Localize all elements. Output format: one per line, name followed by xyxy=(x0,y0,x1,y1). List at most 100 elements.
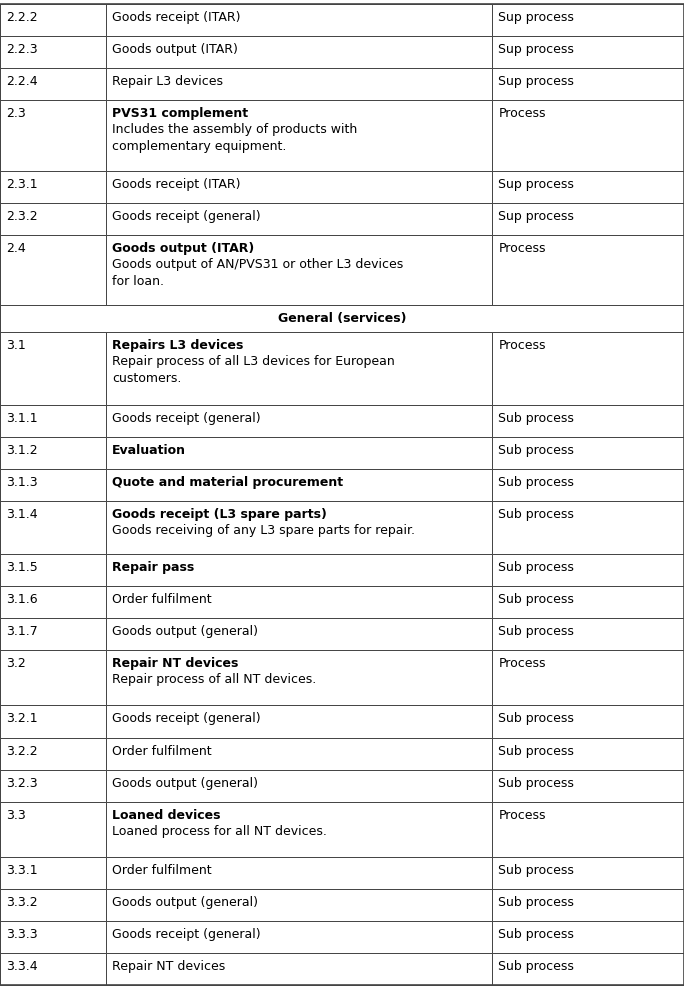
Bar xyxy=(0,235,106,305)
Bar xyxy=(492,405,684,436)
Text: Sup process: Sup process xyxy=(499,11,575,24)
Text: Sub process: Sub process xyxy=(499,712,575,726)
Bar xyxy=(492,36,684,68)
Text: Goods output (ITAR): Goods output (ITAR) xyxy=(112,242,254,255)
Bar xyxy=(0,204,106,235)
Text: Repair L3 devices: Repair L3 devices xyxy=(112,75,223,88)
Bar xyxy=(0,331,106,405)
Bar xyxy=(492,769,684,802)
Text: Process: Process xyxy=(499,107,546,120)
Bar xyxy=(492,469,684,500)
Text: Order fulfilment: Order fulfilment xyxy=(112,863,211,877)
Bar xyxy=(0,618,106,651)
Text: Sub process: Sub process xyxy=(499,507,575,521)
Text: 3.1.5: 3.1.5 xyxy=(6,561,38,575)
Bar xyxy=(106,618,492,651)
Text: 3.2.1: 3.2.1 xyxy=(6,712,38,726)
Bar xyxy=(0,500,106,554)
Text: 3.1.7: 3.1.7 xyxy=(6,625,38,638)
Text: Evaluation: Evaluation xyxy=(112,444,186,457)
Text: 3.1.3: 3.1.3 xyxy=(6,476,38,489)
Bar xyxy=(492,921,684,953)
Text: Goods receiving of any L3 spare parts for repair.: Goods receiving of any L3 spare parts fo… xyxy=(112,524,415,537)
Bar xyxy=(106,554,492,586)
Bar xyxy=(106,436,492,469)
Text: 3.2.3: 3.2.3 xyxy=(6,776,38,789)
Text: 3.3.2: 3.3.2 xyxy=(6,896,38,909)
Text: Sub process: Sub process xyxy=(499,411,575,424)
Bar xyxy=(0,36,106,68)
Bar xyxy=(492,651,684,705)
Bar xyxy=(106,100,492,171)
Bar xyxy=(492,436,684,469)
Text: Repair NT devices: Repair NT devices xyxy=(112,658,239,671)
Text: Goods output (general): Goods output (general) xyxy=(112,776,258,789)
Bar xyxy=(106,171,492,204)
Text: 3.3.3: 3.3.3 xyxy=(6,928,38,941)
Bar xyxy=(0,651,106,705)
Text: 3.1.6: 3.1.6 xyxy=(6,593,38,606)
Bar xyxy=(0,171,106,204)
Bar xyxy=(492,68,684,100)
Text: 2.2.4: 2.2.4 xyxy=(6,75,38,88)
Bar xyxy=(106,705,492,738)
Bar xyxy=(0,802,106,856)
Bar xyxy=(492,705,684,738)
Text: 3.1: 3.1 xyxy=(6,338,26,352)
Bar xyxy=(492,953,684,985)
Bar xyxy=(0,469,106,500)
Bar xyxy=(106,738,492,769)
Text: 2.2.2: 2.2.2 xyxy=(6,11,38,24)
Bar xyxy=(0,921,106,953)
Text: Goods output (ITAR): Goods output (ITAR) xyxy=(112,44,238,56)
Text: Goods receipt (general): Goods receipt (general) xyxy=(112,411,261,424)
Bar xyxy=(0,100,106,171)
Text: Goods receipt (general): Goods receipt (general) xyxy=(112,211,261,224)
Text: PVS31 complement: PVS31 complement xyxy=(112,107,248,120)
Text: Sub process: Sub process xyxy=(499,444,575,457)
Text: Sup process: Sup process xyxy=(499,44,575,56)
Bar xyxy=(0,436,106,469)
Text: Goods receipt (ITAR): Goods receipt (ITAR) xyxy=(112,178,241,191)
Text: Repair process of all L3 devices for European
customers.: Repair process of all L3 devices for Eur… xyxy=(112,355,395,385)
Text: 3.3.1: 3.3.1 xyxy=(6,863,38,877)
Bar xyxy=(492,618,684,651)
Text: Repair NT devices: Repair NT devices xyxy=(112,960,225,973)
Bar xyxy=(106,953,492,985)
Bar xyxy=(106,889,492,921)
Text: 3.1.1: 3.1.1 xyxy=(6,411,38,424)
Text: Sub process: Sub process xyxy=(499,896,575,909)
Bar xyxy=(0,856,106,889)
Text: Goods output (general): Goods output (general) xyxy=(112,896,258,909)
Text: Goods receipt (L3 spare parts): Goods receipt (L3 spare parts) xyxy=(112,507,327,521)
Bar xyxy=(106,802,492,856)
Text: Sub process: Sub process xyxy=(499,863,575,877)
Text: Process: Process xyxy=(499,338,546,352)
Text: Loaned process for all NT devices.: Loaned process for all NT devices. xyxy=(112,825,327,838)
Text: Process: Process xyxy=(499,242,546,255)
Bar xyxy=(492,738,684,769)
Text: Quote and material procurement: Quote and material procurement xyxy=(112,476,343,489)
Bar xyxy=(492,204,684,235)
Text: 3.3: 3.3 xyxy=(6,809,26,822)
Text: Goods receipt (general): Goods receipt (general) xyxy=(112,928,261,941)
Bar xyxy=(492,100,684,171)
Text: Order fulfilment: Order fulfilment xyxy=(112,745,211,758)
Text: 2.2.3: 2.2.3 xyxy=(6,44,38,56)
Bar xyxy=(492,500,684,554)
Bar xyxy=(106,36,492,68)
Bar xyxy=(492,4,684,36)
Text: Sub process: Sub process xyxy=(499,561,575,575)
Text: 2.4: 2.4 xyxy=(6,242,26,255)
Bar xyxy=(106,405,492,436)
Bar xyxy=(0,738,106,769)
Bar xyxy=(106,856,492,889)
Text: 2.3: 2.3 xyxy=(6,107,26,120)
Bar xyxy=(106,769,492,802)
Bar xyxy=(492,889,684,921)
Text: General (services): General (services) xyxy=(278,312,406,324)
Bar xyxy=(492,856,684,889)
Bar xyxy=(0,705,106,738)
Bar xyxy=(0,554,106,586)
Text: Goods output (general): Goods output (general) xyxy=(112,625,258,638)
